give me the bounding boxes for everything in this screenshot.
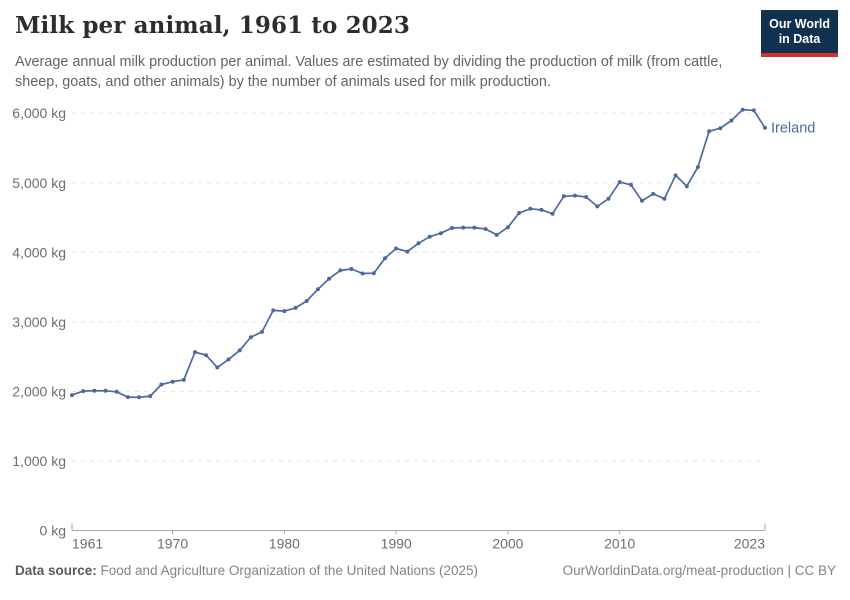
data-point[interactable]	[427, 234, 432, 239]
data-point[interactable]	[338, 268, 343, 273]
data-point[interactable]	[137, 395, 142, 400]
data-source-label: Data source:	[15, 563, 97, 578]
data-point[interactable]	[148, 394, 153, 399]
data-point[interactable]	[282, 309, 287, 314]
entity-label-ireland[interactable]: Ireland	[771, 120, 815, 136]
y-tick-label: 5,000 kg	[12, 175, 66, 191]
data-point[interactable]	[673, 173, 678, 178]
data-point[interactable]	[416, 241, 421, 246]
data-line-ireland[interactable]	[71, 108, 766, 399]
data-point[interactable]	[394, 246, 399, 251]
x-tick-label: 1961	[72, 536, 103, 552]
x-tick-label: 1990	[381, 536, 412, 552]
data-point[interactable]	[215, 365, 220, 370]
owid-logo-line2: in Data	[778, 32, 821, 47]
data-point[interactable]	[226, 357, 231, 362]
data-point[interactable]	[170, 379, 175, 384]
data-point[interactable]	[271, 308, 276, 313]
data-point[interactable]	[114, 389, 119, 394]
x-tick-label: 2010	[604, 536, 635, 552]
data-point[interactable]	[248, 335, 253, 340]
data-point[interactable]	[461, 225, 466, 230]
data-point[interactable]	[383, 256, 387, 261]
data-point[interactable]	[125, 395, 130, 400]
data-point[interactable]	[450, 226, 454, 230]
data-point[interactable]	[573, 193, 577, 198]
data-point[interactable]	[494, 232, 499, 237]
y-tick-label: 0 kg	[40, 523, 66, 539]
owid-logo-line1: Our World	[769, 17, 830, 31]
owid-logo[interactable]: Our World in Data	[761, 10, 838, 57]
data-point[interactable]	[315, 287, 320, 292]
data-point[interactable]	[360, 271, 365, 276]
data-point[interactable]	[718, 126, 723, 131]
data-point[interactable]	[561, 194, 566, 199]
data-point[interactable]	[304, 299, 309, 303]
data-point[interactable]	[472, 225, 477, 230]
y-tick-label: 2,000 kg	[12, 383, 66, 399]
y-tick-label: 6,000 kg	[12, 105, 66, 121]
y-tick-label: 3,000 kg	[12, 314, 66, 330]
data-point[interactable]	[751, 108, 756, 113]
data-point[interactable]	[70, 393, 74, 398]
data-point[interactable]	[193, 350, 197, 355]
data-point[interactable]	[260, 329, 264, 334]
data-point[interactable]	[628, 182, 633, 187]
data-point[interactable]	[528, 206, 533, 211]
data-point[interactable]	[740, 107, 745, 112]
data-point[interactable]	[103, 388, 108, 393]
x-tick-label: 1970	[157, 536, 188, 552]
data-point[interactable]	[81, 389, 86, 394]
data-point[interactable]	[550, 211, 555, 216]
data-point[interactable]	[606, 196, 611, 201]
data-point[interactable]	[662, 196, 667, 201]
data-point[interactable]	[438, 231, 443, 236]
chart-subtitle: Average annual milk production per anima…	[15, 54, 723, 90]
data-point[interactable]	[483, 227, 488, 231]
data-point[interactable]	[640, 198, 644, 203]
data-point[interactable]	[584, 195, 589, 199]
data-source: Data source: Food and Agriculture Organi…	[15, 563, 478, 578]
x-tick-label: 2023	[734, 536, 765, 552]
data-source-text: Food and Agriculture Organization of the…	[96, 563, 479, 578]
data-point[interactable]	[92, 388, 97, 393]
data-point[interactable]	[517, 211, 522, 215]
x-tick-label: 2000	[492, 536, 523, 552]
data-point[interactable]	[349, 267, 354, 271]
chart-footer: Data source: Food and Agriculture Organi…	[0, 563, 850, 578]
data-point[interactable]	[293, 305, 298, 310]
data-point[interactable]	[237, 348, 242, 353]
data-point[interactable]	[405, 249, 410, 254]
data-point[interactable]	[617, 180, 622, 185]
data-point[interactable]	[763, 125, 767, 130]
data-point[interactable]	[695, 165, 700, 170]
y-tick-label: 1,000 kg	[12, 453, 66, 469]
data-point[interactable]	[204, 353, 209, 358]
chart-title: Milk per animal, 1961 to 2023	[15, 12, 410, 39]
data-point[interactable]	[684, 184, 689, 189]
data-point[interactable]	[707, 129, 712, 134]
data-point[interactable]	[371, 271, 376, 276]
data-point[interactable]	[181, 377, 186, 382]
data-point[interactable]	[595, 204, 600, 209]
data-point[interactable]	[159, 382, 164, 387]
data-point[interactable]	[539, 207, 544, 212]
data-point[interactable]	[651, 191, 656, 196]
y-tick-label: 4,000 kg	[12, 244, 66, 260]
credit-link[interactable]: OurWorldinData.org/meat-production | CC …	[562, 563, 836, 578]
data-point[interactable]	[505, 225, 510, 230]
data-point[interactable]	[327, 276, 332, 281]
x-tick-label: 1980	[269, 536, 300, 552]
data-point[interactable]	[729, 118, 734, 123]
